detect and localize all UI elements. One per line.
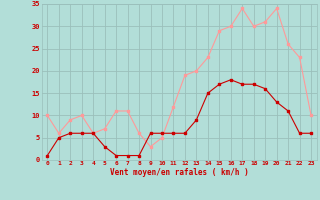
X-axis label: Vent moyen/en rafales ( km/h ): Vent moyen/en rafales ( km/h ) bbox=[110, 168, 249, 177]
